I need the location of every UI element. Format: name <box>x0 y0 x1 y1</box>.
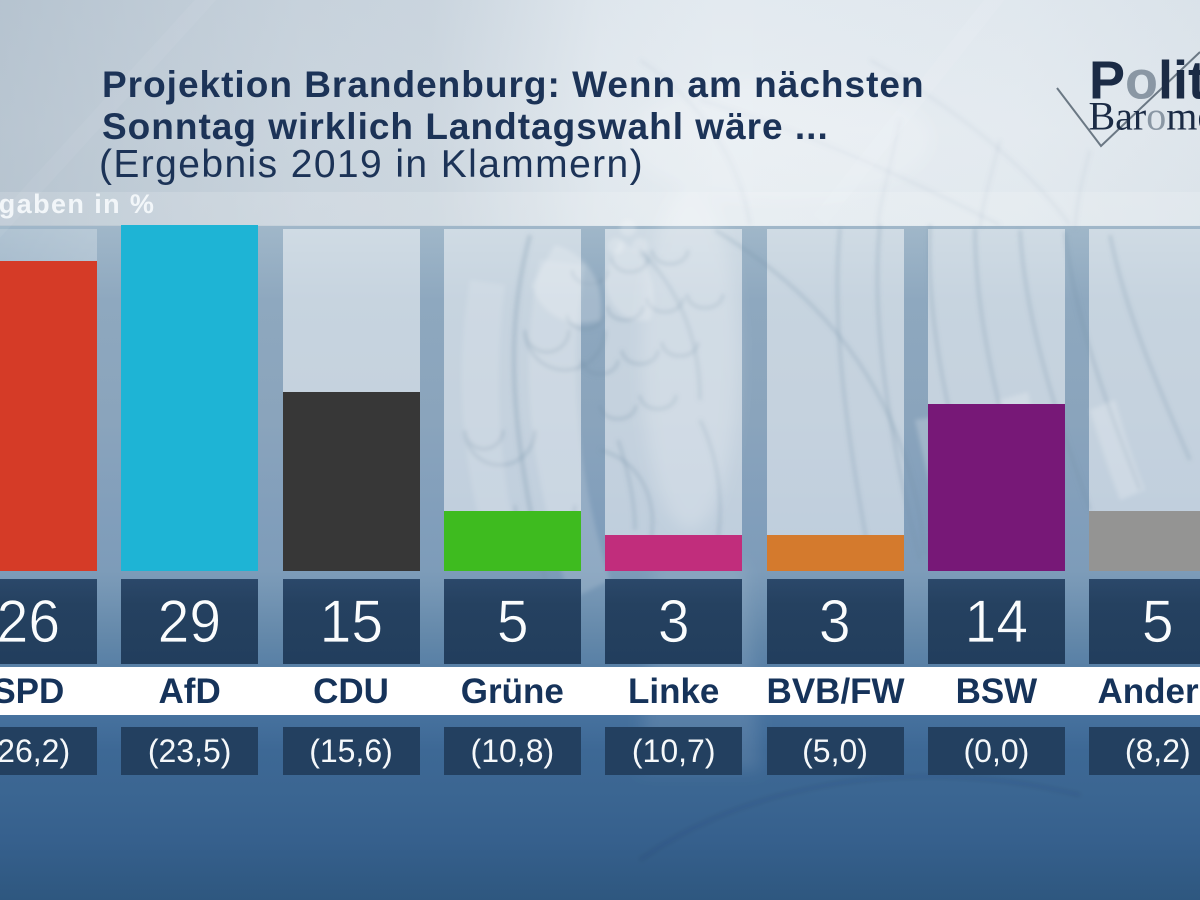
svg-text:Polit: Polit <box>1089 51 1200 111</box>
svg-text:Barometer: Barometer <box>1089 94 1200 139</box>
